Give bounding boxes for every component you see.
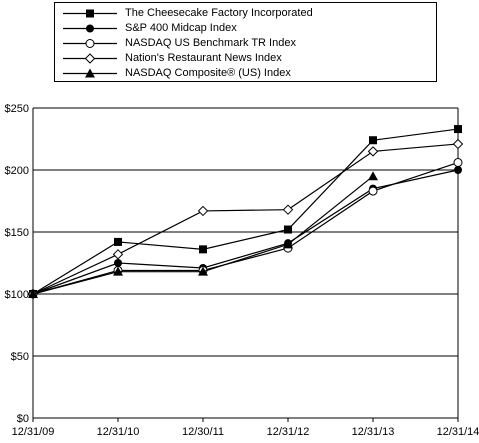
legend-swatch-square-filled	[63, 9, 117, 18]
legend-marker	[85, 39, 95, 48]
legend-marker	[85, 68, 95, 78]
y-axis-tick-labels: $0 $50 $100 $150 $200 $250	[5, 103, 29, 425]
data-point	[369, 136, 377, 145]
data-point	[282, 204, 294, 215]
legend-marker	[86, 9, 94, 18]
data-point	[114, 237, 122, 246]
series-4	[28, 171, 378, 298]
series-lines	[27, 125, 464, 300]
axes	[32, 108, 459, 422]
legend-item-nasdaq-composite: NASDAQ Composite® (US) Index	[59, 66, 429, 81]
x-tick-label: 12/31/10	[97, 426, 140, 438]
data-point	[112, 249, 124, 260]
y-tick-label: $150	[5, 227, 29, 239]
legend-item-sp400: S&P 400 Midcap Index	[59, 21, 429, 36]
data-point	[368, 186, 378, 196]
legend-label: NASDAQ US Benchmark TR Index	[125, 37, 296, 49]
series-line	[32, 161, 459, 295]
data-point	[28, 289, 38, 298]
legend-swatch-circle-open	[63, 39, 117, 48]
legend-swatch-circle-filled	[63, 24, 117, 33]
legend-item-nasdaq-us: NASDAQ US Benchmark TR Index	[59, 36, 429, 51]
legend-label: S&P 400 Midcap Index	[125, 22, 237, 34]
legend-item-cheesecake: The Cheesecake Factory Incorporated	[59, 6, 429, 21]
x-tick-label: 12/31/13	[352, 426, 395, 438]
data-point	[453, 158, 463, 168]
y-tick-label: $0	[17, 413, 29, 425]
data-point	[197, 205, 209, 217]
x-tick-label: 12/31/14	[437, 426, 479, 438]
data-point	[198, 266, 208, 276]
legend-swatch-triangle-filled	[63, 68, 117, 78]
legend-label: The Cheesecake Factory Incorporated	[125, 7, 313, 19]
legend-marker	[84, 53, 96, 64]
data-point	[283, 239, 293, 249]
data-point	[454, 166, 462, 174]
data-point	[454, 125, 462, 134]
x-tick-label: 12/30/11	[182, 426, 224, 438]
data-point	[199, 245, 207, 254]
series-line	[32, 128, 459, 295]
x-tick-label: 12/31/12	[267, 426, 310, 438]
series-line	[32, 143, 459, 295]
legend-swatch-diamond-open	[63, 53, 117, 64]
data-point	[113, 266, 123, 276]
y-tick-label: $50	[11, 351, 29, 363]
legend-label: NASDAQ Composite® (US) Index	[125, 67, 291, 79]
data-point	[367, 146, 379, 157]
data-point	[114, 259, 122, 267]
gridlines	[33, 107, 458, 419]
y-tick-label: $200	[5, 165, 29, 177]
legend-label: Nation's Restaurant News Index	[125, 52, 282, 64]
data-point	[284, 225, 292, 234]
data-point	[452, 138, 464, 150]
legend: The Cheesecake Factory Incorporated S&P …	[54, 2, 437, 82]
series-2	[28, 158, 463, 299]
x-axis-tick-labels: 12/31/09 12/31/10 12/30/11 12/31/12 12/31/13…	[12, 426, 479, 438]
y-tick-label: $250	[5, 103, 29, 115]
x-tick-label: 12/31/09	[12, 426, 55, 438]
y-tick-label: $100	[5, 289, 29, 301]
legend-item-nrn: Nation's Restaurant News Index	[59, 51, 429, 66]
legend-marker	[86, 24, 94, 33]
data-point	[368, 171, 378, 181]
series-line	[32, 169, 459, 295]
series-3	[27, 138, 464, 300]
